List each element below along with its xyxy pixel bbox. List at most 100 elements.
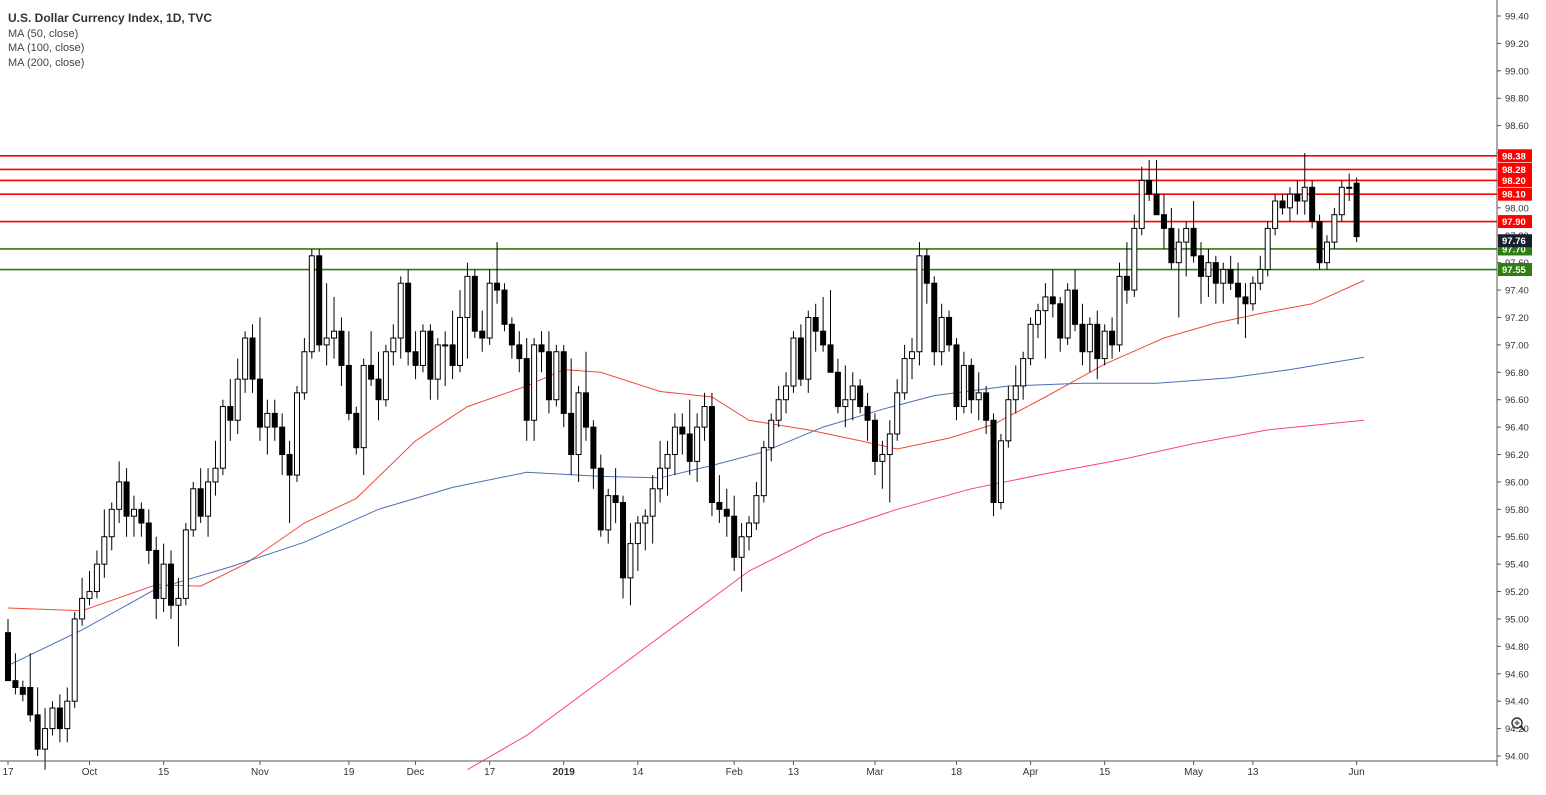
candle <box>486 269 493 345</box>
candle <box>968 358 975 414</box>
candle-body-down <box>279 426 286 456</box>
candle-body-down <box>427 330 434 380</box>
candle-body-down <box>19 686 26 695</box>
candle <box>775 386 782 428</box>
candle <box>442 331 449 386</box>
legend-ma50[interactable]: MA (50, close) <box>8 28 78 40</box>
price-tick-label: 96.00 <box>1505 477 1529 488</box>
candle-body-up <box>553 351 560 401</box>
candle <box>1005 386 1012 448</box>
candle-body-down <box>871 419 878 462</box>
candle <box>842 365 849 428</box>
time-tick-label: Jun <box>1349 767 1365 778</box>
candle <box>1198 242 1205 304</box>
candle <box>1220 262 1227 304</box>
candle-body-up <box>642 515 649 524</box>
candle-body-up <box>1331 214 1338 243</box>
time-tick-label: 17 <box>2 767 14 778</box>
candle <box>1101 324 1108 366</box>
candle <box>508 317 515 359</box>
time-tick-label: 13 <box>788 767 800 778</box>
horizontal-levels[interactable] <box>0 154 1497 271</box>
candle <box>227 379 234 441</box>
candle <box>568 358 575 476</box>
candle-body-down <box>560 351 567 414</box>
candle-body-down <box>34 714 41 750</box>
zoom-icon[interactable] <box>1511 717 1526 732</box>
candle-body-down <box>479 330 486 339</box>
candle <box>560 344 567 428</box>
candle <box>1286 187 1293 222</box>
candle <box>679 413 686 455</box>
legend-ma200[interactable]: MA (200, close) <box>8 57 84 69</box>
candle-body-up <box>627 543 634 579</box>
candle <box>264 399 271 455</box>
candle <box>308 248 315 359</box>
candle <box>983 386 990 434</box>
legend: U.S. Dollar Currency Index, 1D, TVC MA (… <box>8 11 212 69</box>
candle <box>545 331 552 414</box>
time-axis[interactable]: 17 Oct 15 Nov 19 Dec 17 2019 14 Feb 13 Mar 18 Apr 15 Ma… <box>0 760 1497 778</box>
candle-body-down <box>797 337 804 380</box>
candle <box>1309 180 1316 229</box>
candle <box>797 324 804 386</box>
price-tick-label: 98.60 <box>1505 121 1529 132</box>
time-tick-label: 19 <box>343 767 355 778</box>
candle <box>1094 310 1101 380</box>
candle <box>1116 262 1123 352</box>
candle-body-up <box>71 618 78 702</box>
price-tick-label: 96.60 <box>1505 395 1529 406</box>
candle-body-down <box>1212 262 1219 284</box>
candle <box>783 372 790 414</box>
candle-body-down <box>686 433 693 462</box>
candle-body-down <box>27 686 34 716</box>
candle <box>805 310 812 393</box>
candle <box>1034 303 1041 339</box>
price-tick-label: 97.40 <box>1505 286 1529 297</box>
candle-body-down <box>368 364 375 380</box>
candle-body-up <box>397 282 404 339</box>
candle-body-up <box>1249 282 1256 305</box>
candle <box>405 269 412 366</box>
price-tick-label: 96.80 <box>1505 368 1529 379</box>
candle-body-up <box>79 597 86 620</box>
candle-body-up <box>790 337 797 387</box>
candle <box>464 262 471 359</box>
candle <box>605 488 612 544</box>
candle-body-up <box>242 337 249 380</box>
candle <box>316 248 323 352</box>
candle-body-up <box>64 700 71 730</box>
candle-body-up <box>649 488 656 517</box>
candle <box>1227 255 1234 291</box>
candle <box>412 331 419 380</box>
candle-body-down <box>1198 255 1205 277</box>
candle-body-down <box>5 632 11 682</box>
candle-body-up <box>264 412 271 428</box>
level-tag <box>1498 187 1532 201</box>
candle-body-down <box>931 282 938 353</box>
candle-body-up <box>783 385 790 401</box>
candle-body-down <box>953 344 960 408</box>
candle-body-up <box>1175 241 1182 264</box>
candle <box>864 392 871 441</box>
level-tag <box>1498 162 1532 176</box>
candle-body-up <box>916 255 923 353</box>
current-price-label: 97.76 <box>1502 236 1526 247</box>
current-price-tag <box>1498 234 1532 248</box>
candle <box>1205 248 1212 297</box>
candle <box>293 386 300 482</box>
candle-body-down <box>1079 323 1086 353</box>
legend-ma100[interactable]: MA (100, close) <box>8 42 84 54</box>
candle-body-up <box>1346 186 1353 189</box>
candle <box>1235 262 1242 325</box>
time-tick-label: Nov <box>251 767 269 778</box>
candle <box>820 296 827 352</box>
candle-body-up <box>457 316 464 366</box>
candle-body-up <box>1323 241 1330 264</box>
candle <box>1042 283 1049 359</box>
candle <box>1079 303 1086 366</box>
